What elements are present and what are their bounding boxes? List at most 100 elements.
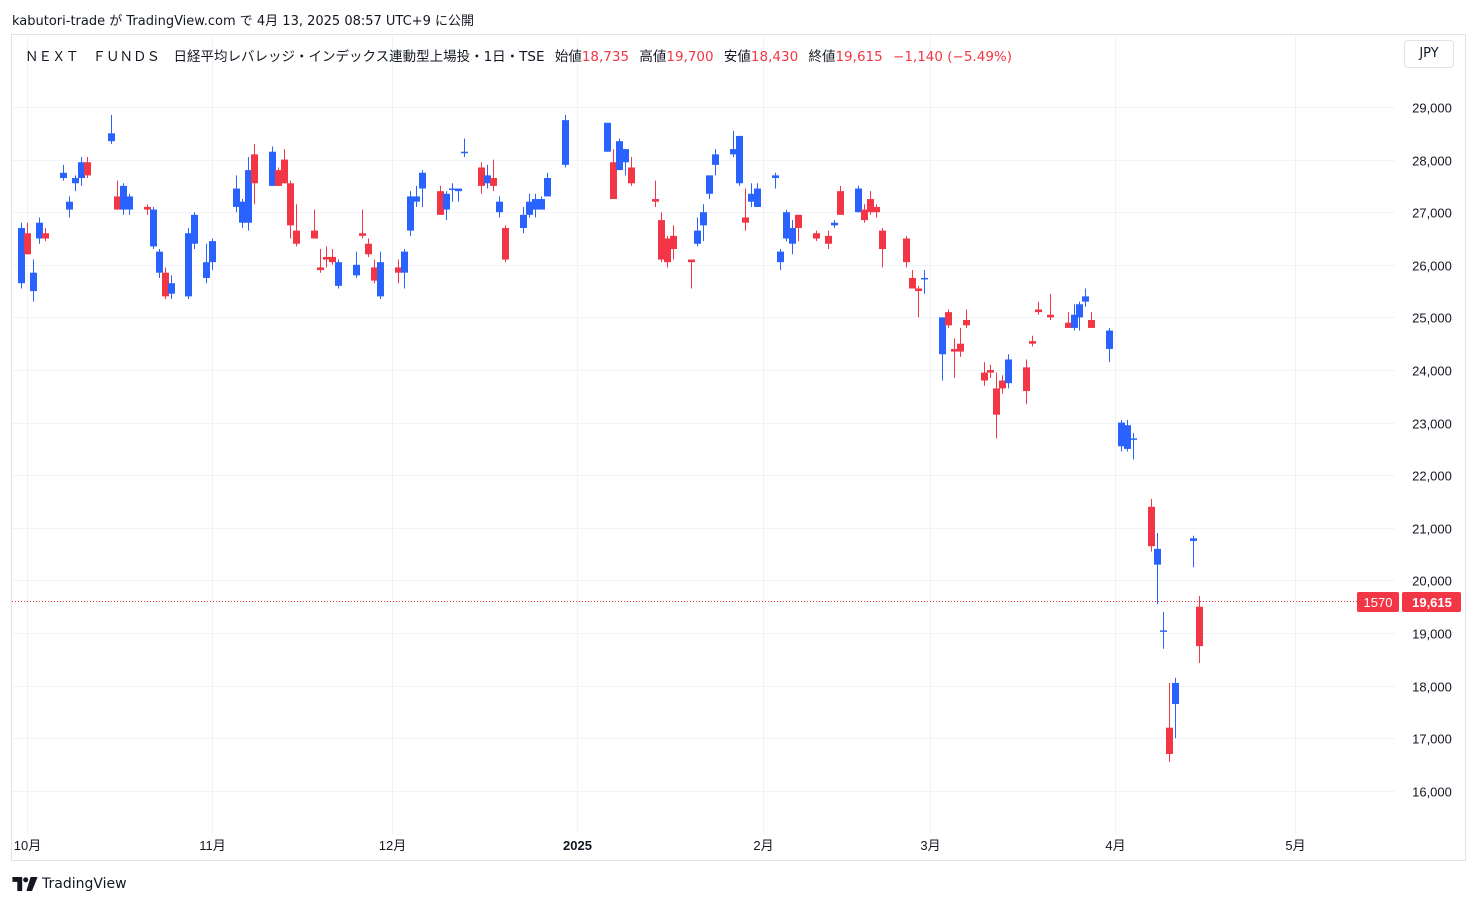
candle-body — [359, 233, 366, 236]
low-label: 安値 — [723, 49, 751, 65]
candle-body — [317, 267, 324, 271]
candle-body — [664, 238, 671, 263]
candle-body — [526, 201, 533, 215]
candle-body — [921, 277, 928, 280]
candle-body — [18, 227, 25, 284]
candle-body — [795, 214, 802, 228]
candle-body — [1082, 296, 1089, 302]
y-tick-label: 25,000 — [1412, 311, 1452, 326]
candle-body — [825, 235, 832, 244]
candle-body — [335, 262, 342, 286]
price-markers: 1570 19,615 — [1357, 592, 1461, 612]
candle-body — [311, 230, 318, 239]
footer-brand[interactable]: TradingView — [12, 874, 127, 894]
candle-body — [903, 238, 910, 263]
candle-body — [951, 348, 958, 352]
candle-body — [371, 267, 378, 281]
candle-body — [42, 233, 49, 239]
candle-body — [706, 175, 713, 194]
candle-body — [502, 227, 509, 260]
candle-body — [449, 188, 456, 191]
candle-body — [742, 217, 749, 223]
candle-body — [1154, 548, 1161, 565]
candle-body — [628, 167, 635, 184]
candle-body — [945, 312, 952, 326]
candle-body — [496, 201, 503, 213]
candle-body — [909, 277, 916, 289]
candle-body — [1166, 727, 1173, 754]
candle-body — [999, 380, 1006, 389]
candle-body — [777, 251, 784, 263]
candle-body — [837, 191, 844, 215]
price-marker-label: 19,615 — [1412, 595, 1452, 610]
candle-body — [437, 191, 444, 215]
candle-body — [867, 199, 874, 213]
candle-body — [293, 230, 300, 244]
candle-body — [353, 264, 360, 276]
candle-body — [993, 388, 1000, 415]
high-value: 19,700 — [666, 49, 714, 65]
candle-body — [108, 133, 115, 142]
candle-body — [24, 233, 31, 255]
candle-body — [1196, 606, 1203, 647]
close-value: 19,615 — [835, 49, 883, 65]
candle-body — [748, 193, 755, 202]
candle-body — [1023, 367, 1030, 392]
symbol-name[interactable]: ＮＥＸＴ ＦＵＮＤＳ 日経平均レバレッジ・インデックス連動型上場投・1日・TSE — [25, 49, 545, 65]
candle-body — [66, 201, 73, 210]
candle-body — [478, 167, 485, 186]
candle-body — [1172, 682, 1179, 705]
candle-body — [861, 209, 868, 221]
candle-body — [604, 122, 611, 152]
candle-body — [162, 272, 169, 297]
open-label: 始値 — [554, 49, 582, 65]
candle-body — [490, 178, 497, 186]
candle-body — [700, 212, 707, 226]
candle-body — [562, 120, 569, 165]
y-tick-label: 21,000 — [1412, 522, 1452, 537]
y-tick-label: 23,000 — [1412, 417, 1452, 432]
candle-body — [736, 135, 743, 184]
candle-body — [987, 370, 994, 373]
candle-body — [754, 188, 761, 207]
candle-body — [1106, 330, 1113, 349]
y-tick-label: 19,000 — [1412, 627, 1452, 642]
candle-body — [873, 206, 880, 213]
candle-body — [981, 372, 988, 381]
candle-body — [269, 151, 276, 186]
x-tick-label: 12月 — [379, 838, 406, 853]
y-tick-label: 26,000 — [1412, 259, 1452, 274]
candle-body — [520, 214, 527, 228]
candle-body — [1065, 322, 1072, 328]
candle-body — [1148, 506, 1155, 547]
candle-body — [1029, 341, 1036, 344]
candle-body — [789, 227, 796, 244]
candle-body — [168, 283, 175, 294]
candle-body — [185, 233, 192, 297]
candle-body — [126, 196, 133, 210]
candle-body — [245, 170, 252, 223]
symbol-legend: ＮＥＸＴ ＦＵＮＤＳ 日経平均レバレッジ・インデックス連動型上場投・1日・TSE… — [25, 45, 1012, 65]
candle-body — [329, 256, 336, 263]
candle-body — [783, 212, 790, 239]
candle-body — [407, 196, 414, 231]
tradingview-logo-icon — [12, 877, 38, 891]
candle-body — [730, 149, 737, 155]
x-tick-label: 4月 — [1105, 838, 1125, 853]
candle-body — [1160, 630, 1167, 632]
candle-body — [1035, 309, 1042, 313]
y-tick-label: 27,000 — [1412, 206, 1452, 221]
candle-body — [772, 175, 779, 179]
candle-body — [150, 209, 157, 247]
candle-body — [622, 149, 629, 163]
candle-body — [114, 196, 121, 210]
candle-body — [855, 188, 862, 213]
x-tick-label: 10月 — [14, 838, 41, 853]
candle-body — [1076, 304, 1083, 318]
currency-button[interactable]: JPY — [1404, 40, 1454, 68]
candle-body — [957, 343, 964, 352]
candle-body — [831, 222, 838, 226]
grid-lines — [12, 36, 1395, 834]
y-tick-label: 17,000 — [1412, 732, 1452, 747]
